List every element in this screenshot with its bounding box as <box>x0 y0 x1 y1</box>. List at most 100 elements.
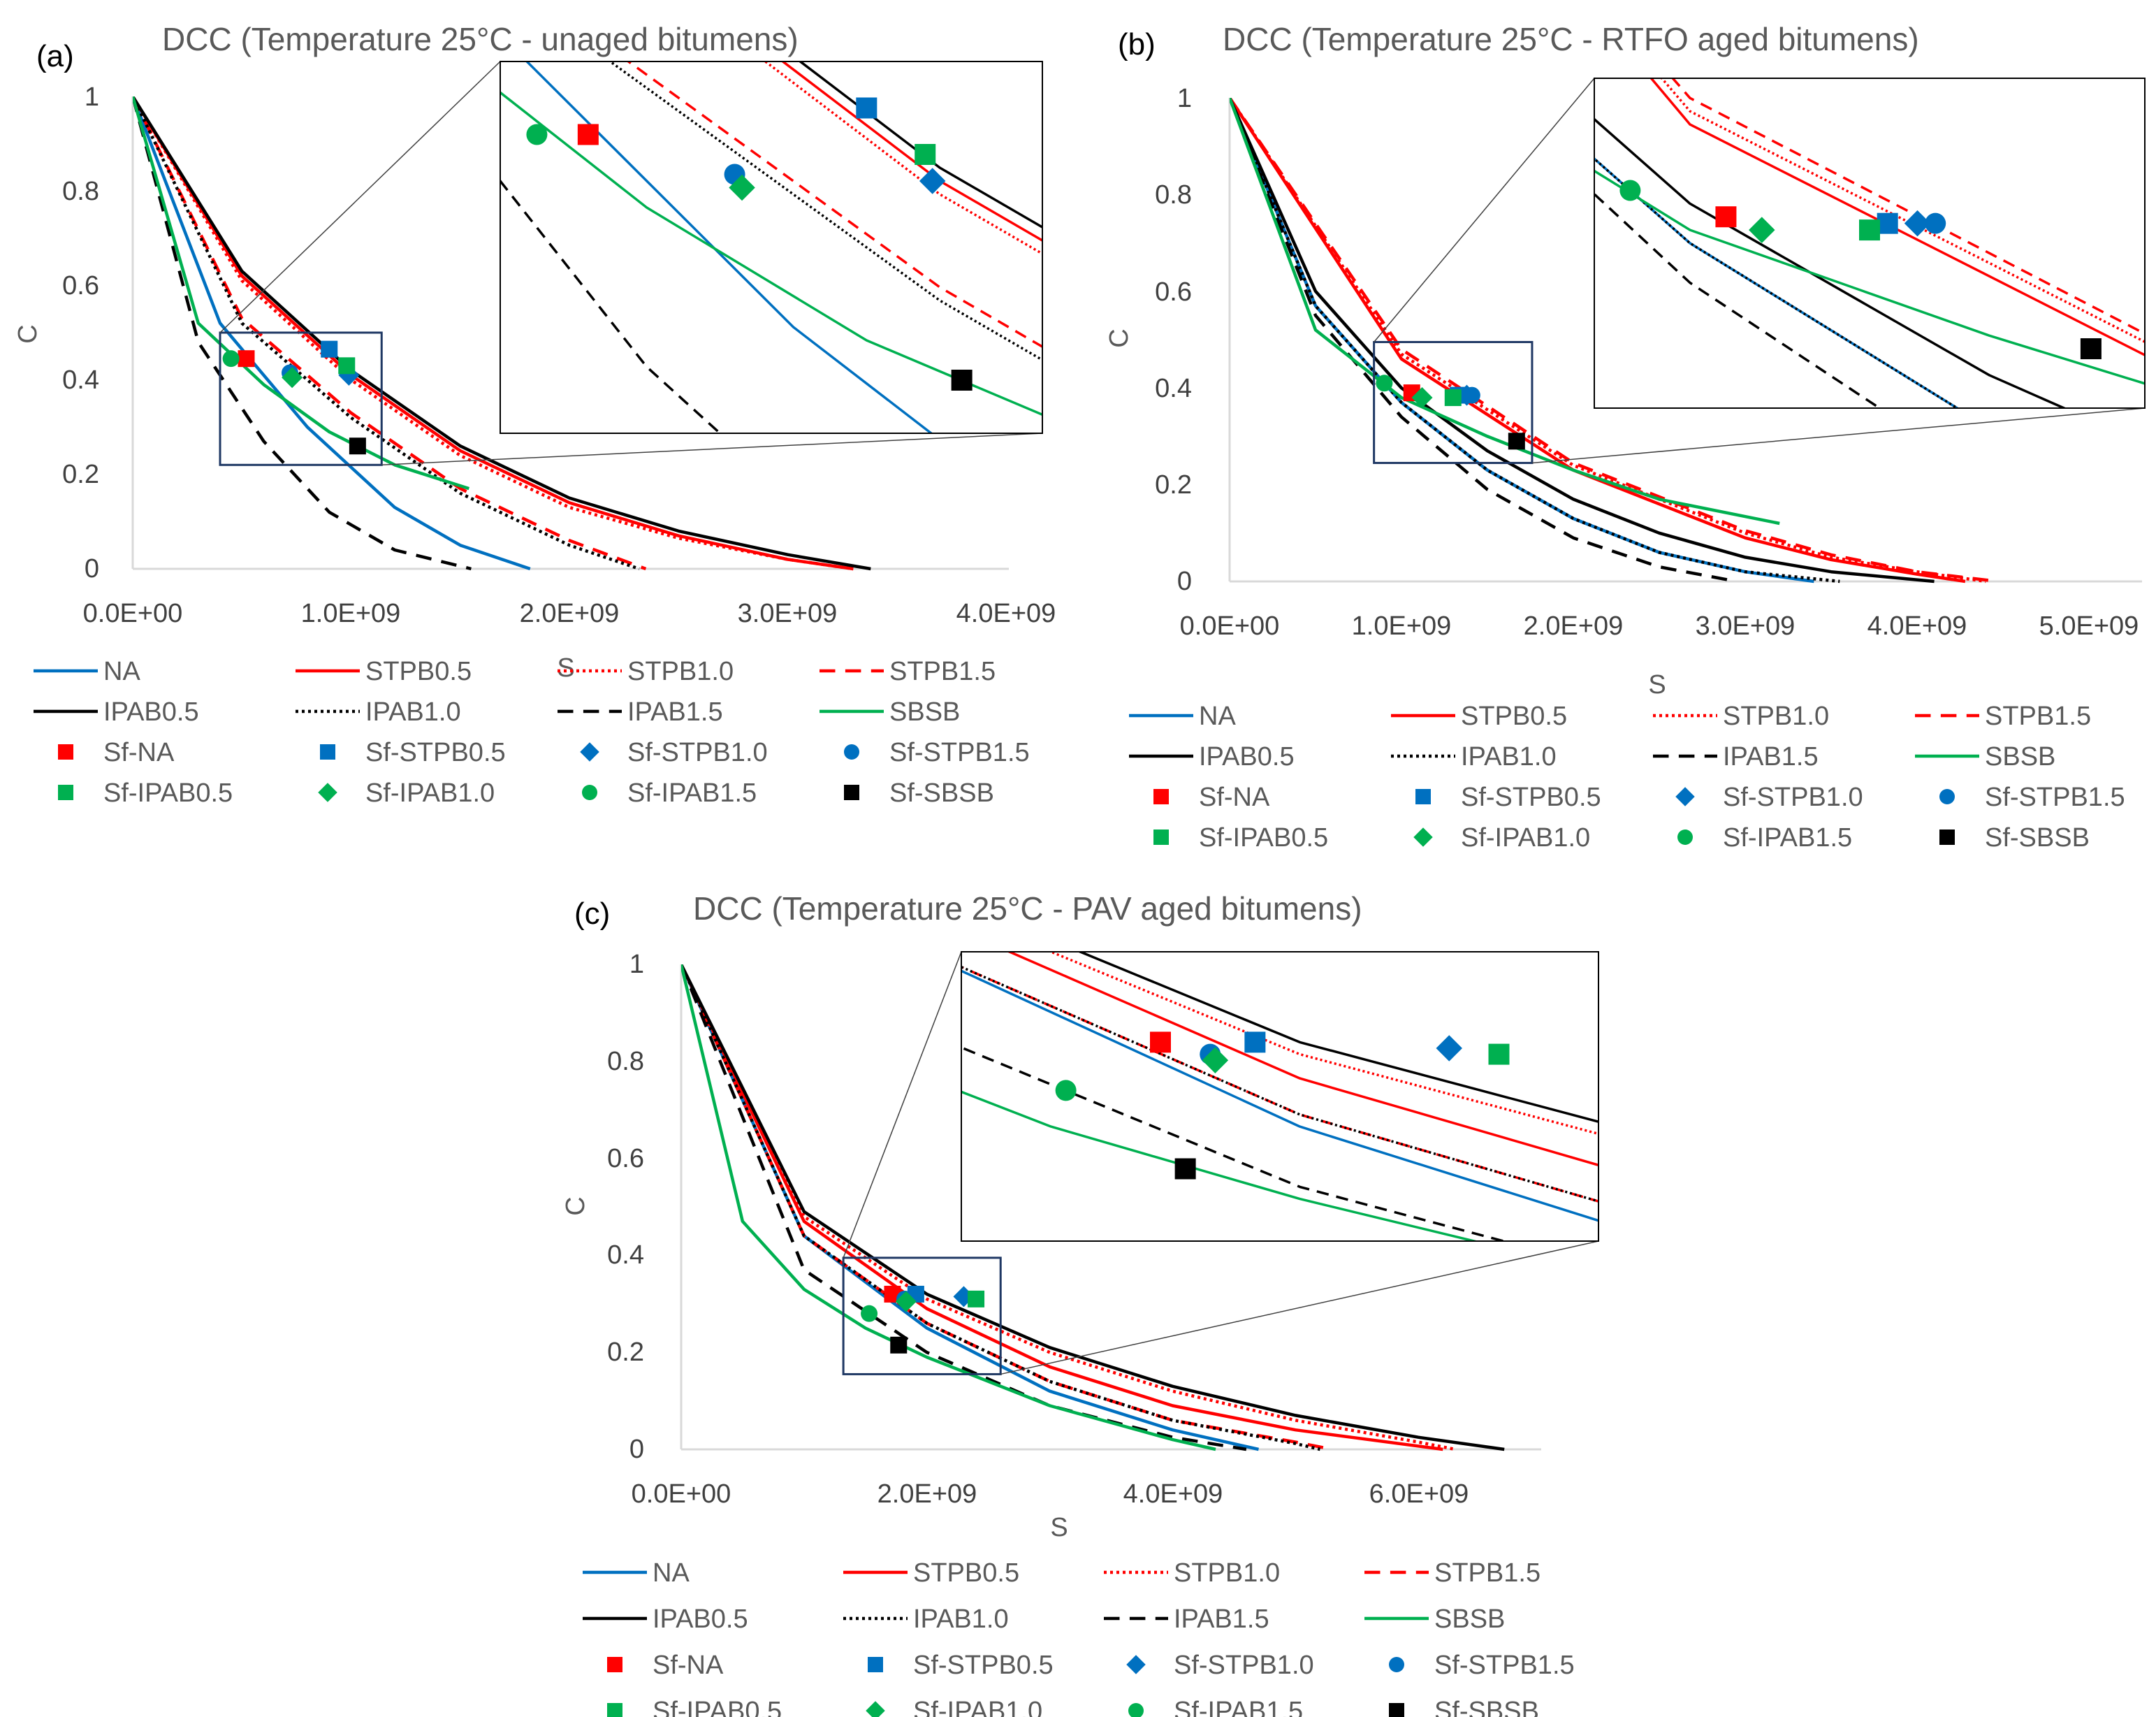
inset-marker-sf-ipab0-5 <box>1488 1043 1510 1065</box>
legend-label: IPAB0.5 <box>103 697 199 727</box>
legend-marker-sf-sbsb <box>1389 1703 1404 1717</box>
legend-label: STPB1.0 <box>1174 1558 1280 1588</box>
inset-marker-sf-stpb0-5 <box>1877 212 1898 234</box>
legend-item-na: NA <box>1129 702 1236 731</box>
inset-marker-sf-stpb1-0 <box>1904 210 1931 237</box>
legend-marker-sf-stpb0-5 <box>320 744 335 760</box>
legend-item-stpb1-0: STPB1.0 <box>1104 1558 1280 1588</box>
legend-label: STPB1.0 <box>1723 702 1829 731</box>
main-marker-sf-ipab1-5 <box>1376 375 1393 392</box>
panel-b-xlabel: S <box>1648 670 1666 700</box>
legend-marker-sf-stpb1-5 <box>1389 1657 1404 1672</box>
legend-marker-sf-ipab1-5 <box>1677 829 1693 845</box>
legend-marker-sf-ipab1-5 <box>582 785 597 800</box>
y-tick-label: 0.4 <box>62 365 99 395</box>
legend-label: SBSB <box>1985 742 2055 771</box>
legend-marker-sf-ipab0-5 <box>1153 829 1169 845</box>
main-series-line-stpb1-5 <box>133 96 647 571</box>
panel-b-inset-frame <box>1594 78 2146 409</box>
legend-label: NA <box>653 1558 690 1588</box>
legend-label: SBSB <box>889 697 960 727</box>
x-tick-label: 0.0E+00 <box>632 1479 731 1509</box>
legend-marker-sf-stpb1-0 <box>1675 787 1695 806</box>
legend-marker-sf-stpb0-5 <box>868 1657 883 1672</box>
legend-marker-sf-stpb1-0 <box>580 742 599 762</box>
main-marker-sf-ipab1-0 <box>1411 387 1433 409</box>
legend-marker-sf-stpb1-0 <box>1126 1655 1146 1674</box>
legend-label: IPAB1.0 <box>913 1604 1009 1634</box>
legend-marker-sf-na <box>1153 789 1169 804</box>
legend-item-sf-stpb1-5: Sf-STPB1.5 <box>1389 1651 1575 1680</box>
zoom-region-box <box>1373 340 1534 464</box>
legend-item-sbsb: SBSB <box>1364 1604 1505 1634</box>
legend-label: NA <box>1199 702 1236 731</box>
main-marker-sf-sbsb <box>349 437 366 455</box>
legend-item-ipab1-5: IPAB1.5 <box>1653 742 1819 771</box>
legend-label: Sf-STPB1.5 <box>1434 1651 1575 1680</box>
legend-item-sf-sbsb: Sf-SBSB <box>844 778 994 808</box>
legend-marker-sf-ipab0-5 <box>58 785 73 800</box>
legend-label: STPB1.5 <box>889 657 996 686</box>
panel-b-inset <box>1594 78 2146 409</box>
legend-label: IPAB1.5 <box>627 697 723 727</box>
main-series-line-ipab1-5 <box>681 964 1247 1451</box>
zoom-connector-line <box>219 61 501 333</box>
panel-a-zoom-indicator <box>219 61 1043 466</box>
main-series-line-ipab0-5 <box>133 96 871 571</box>
legend-item-stpb0-5: STPB0.5 <box>843 1558 1019 1588</box>
panel-c-yticks: 0 0.2 0.4 0.6 0.8 1 <box>607 950 644 1464</box>
legend-item-sf-stpb0-5: Sf-STPB0.5 <box>320 738 506 767</box>
inset-marker-sf-sbsb <box>1174 1158 1196 1180</box>
legend-item-ipab0-5: IPAB0.5 <box>1129 742 1295 771</box>
panel-b-yticks: 0 0.2 0.4 0.6 0.8 1 <box>1155 84 1192 596</box>
main-marker-sf-ipab0-5 <box>968 1290 985 1307</box>
legend-marker-sf-stpb1-5 <box>1939 789 1955 804</box>
zoom-connector-line <box>1000 1240 1599 1375</box>
inset-marker-sf-ipab0-5 <box>1859 219 1880 241</box>
main-series-line-ipab0-5 <box>681 964 1505 1451</box>
y-tick-label: 0 <box>1177 567 1192 596</box>
legend-item-sf-ipab1-0: Sf-IPAB1.0 <box>1413 823 1590 853</box>
panel-c-inset <box>961 951 1599 1242</box>
legend-label: Sf-IPAB1.0 <box>1461 823 1590 853</box>
y-tick-label: 0.2 <box>62 460 99 489</box>
panel-c-zoom-indicator <box>842 951 1599 1375</box>
legend-marker-sf-ipab1-0 <box>866 1701 885 1717</box>
panel-a-inset-markers <box>526 97 973 391</box>
x-tick-label: 3.0E+09 <box>738 599 838 628</box>
legend-label: IPAB1.0 <box>365 697 461 727</box>
panel-a-label: (a) <box>36 39 74 73</box>
legend-label: Sf-IPAB0.5 <box>1199 823 1328 853</box>
panel-b-markers <box>1376 375 1525 450</box>
legend-marker-sf-stpb0-5 <box>1415 789 1431 804</box>
panel-a-legend: NA STPB0.5 STPB1.0 STPB1.5 IPAB0.5 IPAB1.0 IPA… <box>34 657 1030 808</box>
panel-c-xlabel: S <box>1050 1513 1068 1542</box>
inset-marker-sf-ipab1-5 <box>1055 1080 1077 1101</box>
legend-label: Sf-IPAB0.5 <box>653 1697 782 1717</box>
inset-marker-sf-ipab1-0 <box>1749 217 1775 243</box>
legend-item-sf-ipab0-5: Sf-IPAB0.5 <box>607 1697 782 1717</box>
legend-item-stpb1-5: STPB1.5 <box>1915 702 2091 731</box>
y-tick-label: 0.4 <box>607 1240 644 1270</box>
legend-item-stpb1-0: STPB1.0 <box>1653 702 1829 731</box>
legend-item-sf-stpb0-5: Sf-STPB0.5 <box>868 1651 1054 1680</box>
x-tick-label: 5.0E+09 <box>2039 611 2139 641</box>
y-tick-label: 0.8 <box>1155 180 1192 210</box>
panel-a-inset <box>500 61 1043 434</box>
zoom-connector-line <box>381 433 1043 466</box>
y-tick-label: 0.8 <box>62 177 99 206</box>
panel-c-xticks: 0.0E+00 2.0E+09 4.0E+09 6.0E+09 <box>632 1479 1469 1509</box>
legend-label: Sf-NA <box>103 738 175 767</box>
y-tick-label: 1 <box>1177 84 1192 113</box>
panel-a-series <box>133 96 871 571</box>
legend-label: NA <box>103 657 140 686</box>
legend-label: STPB0.5 <box>913 1558 1019 1588</box>
panel-b-label: (b) <box>1118 27 1156 61</box>
legend-marker-sf-na <box>58 744 73 760</box>
panel-b: (b) DCC (Temperature 25°C - RTFO aged bi… <box>1105 21 2146 700</box>
legend-item-sf-ipab1-5: Sf-IPAB1.5 <box>1677 823 1852 853</box>
legend-label: SBSB <box>1434 1604 1505 1634</box>
panel-a-ylabel: C <box>13 324 43 343</box>
panel-b-ylabel: C <box>1105 328 1134 347</box>
